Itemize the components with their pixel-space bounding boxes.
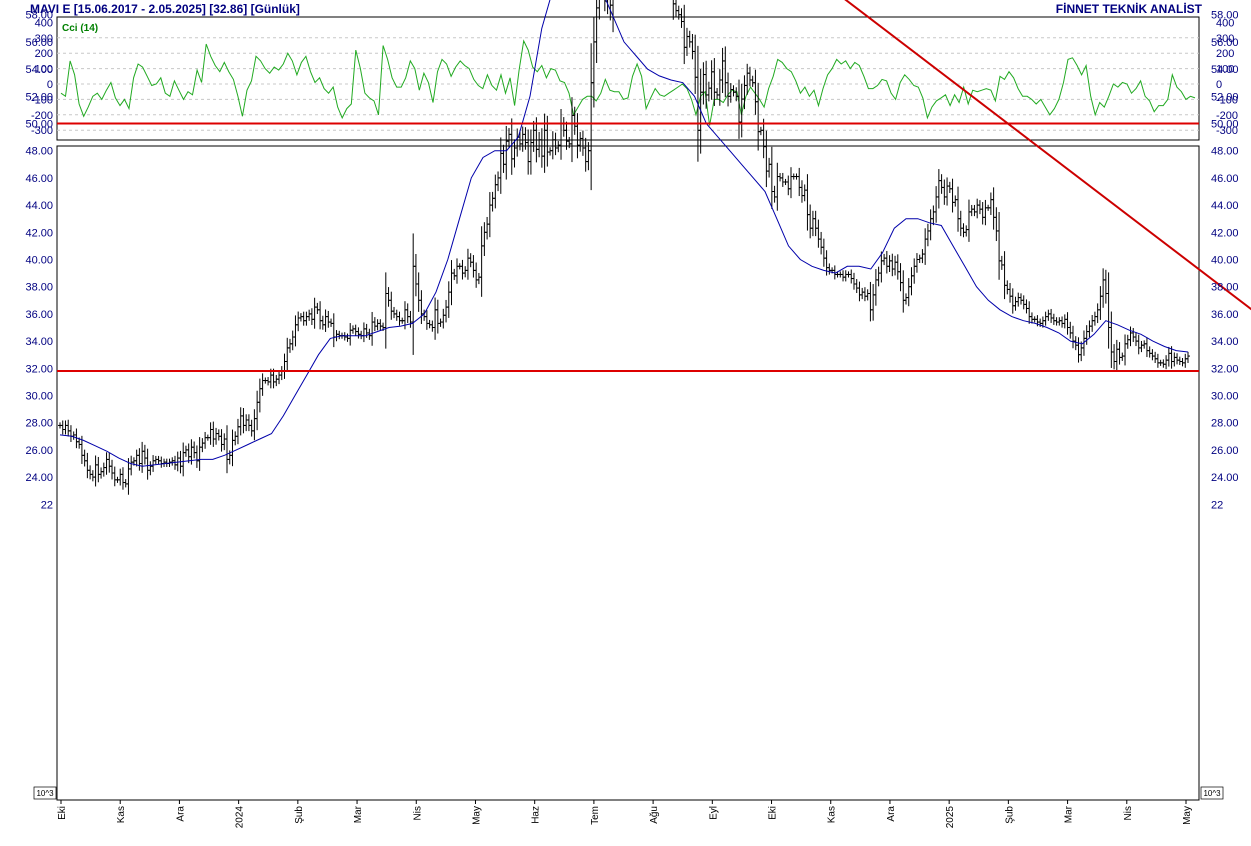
cci-panel-frame [56, 16, 1200, 141]
chart-title: MAVI E [15.06.2017 - 2.05.2025] [32.86] … [30, 2, 300, 16]
price-tick-label-left: 44.00 [25, 200, 53, 212]
x-tick-label: Nis [412, 806, 423, 820]
gridlines [57, 37, 1199, 131]
cci-tick-label-left: 0 [47, 79, 53, 91]
x-tick-label: Eki [57, 806, 68, 820]
descending-trendline [844, 0, 1251, 311]
price-tick-label-right: 48.00 [1211, 146, 1239, 158]
price-tick-label-right: 46.00 [1211, 173, 1239, 185]
x-tick-label: Eki [768, 806, 779, 820]
x-tick-label: Eyl [708, 806, 719, 820]
scale-tag-left-box [33, 786, 57, 800]
x-tick-label: Kas [827, 806, 838, 823]
brand-label: FİNNET TEKNİK ANALİST [1055, 2, 1202, 16]
price-tick-label-left: 40.00 [25, 255, 53, 267]
price-tick-label-right: 36.00 [1211, 309, 1239, 321]
cci-tick-label-right: -100 [1216, 94, 1238, 106]
x-tick-label: 2025 [945, 806, 956, 829]
cci-tick-label-left: -300 [31, 125, 53, 137]
x-tick-label: Şub [294, 806, 305, 824]
trendline [844, 0, 1251, 311]
price-tick-label-left: 28.00 [25, 418, 53, 430]
x-tick-label: Mar [1064, 805, 1075, 823]
price-tick-label-right: 42.00 [1211, 227, 1239, 239]
cci-tick-label-right: 0 [1216, 79, 1222, 91]
price-tick-label-right: 24.00 [1211, 472, 1239, 484]
cci-tick-label-right: 400 [1216, 17, 1234, 29]
x-tick-label: May [471, 806, 482, 825]
price-tick-label-left: 48.00 [25, 146, 53, 158]
x-tick-label: Kas [116, 806, 127, 823]
price-tick-label-left: 46.00 [25, 173, 53, 185]
cci-tick-label-right: 200 [1216, 48, 1234, 60]
price-tick-label-right: 28.00 [1211, 418, 1239, 430]
price-tick-label-right: 26.00 [1211, 445, 1239, 457]
x-tick-label: Ağu [649, 806, 660, 824]
price-tick-label-right: 34.00 [1211, 336, 1239, 348]
cci-tick-label-right: 300 [1216, 33, 1234, 45]
x-tick-label: Ara [886, 806, 897, 822]
x-tick-label: 2024 [235, 806, 246, 829]
price-tick-label-right: 40.00 [1211, 255, 1239, 267]
scale-tag-left: 10^3 [36, 789, 54, 798]
moving-average-line [59, 0, 1189, 467]
price-tick-label-left: 56.00 [25, 37, 53, 49]
price-tick-label-left: 52.00 [25, 91, 53, 103]
cci-label: Cci (14) [62, 23, 98, 34]
cci-tick-label-left: 400 [35, 17, 53, 29]
axes: 400 400 300 300 200 200 100 100 0 0 -100 -100 -200 -2… [25, 10, 1239, 829]
price-tick-label-right: 50.00 [1211, 119, 1239, 131]
cci-tick-label-right: -300 [1216, 125, 1238, 137]
price-tick-label-left: 38.00 [25, 282, 53, 294]
price-tick-label-left: 22 [41, 499, 53, 511]
price-tick-label-right: 30.00 [1211, 391, 1239, 403]
price-tick-label-right: 58.00 [1211, 10, 1239, 22]
x-tick-label: Şub [1004, 806, 1015, 824]
price-tick-label-left: 24.00 [25, 472, 53, 484]
price-tick-label-right: 32.00 [1211, 363, 1239, 375]
price-bars [58, 0, 1190, 495]
cci-line [60, 39, 1196, 126]
price-tick-label-right: 56.00 [1211, 37, 1239, 49]
panel-frames [56, 16, 1200, 801]
cci-tick-label-left: 100 [35, 64, 53, 76]
scale-tag-right-box [1200, 786, 1224, 800]
price-tick-label-right: 22 [1211, 499, 1223, 511]
moving-average [59, 0, 1189, 467]
price-tick-label-left: 50.00 [25, 119, 53, 131]
x-tick-label: Nis [1123, 806, 1134, 820]
cci-tick-label-left: -100 [31, 94, 53, 106]
x-tick-label: Haz [531, 806, 542, 824]
price-tick-label-left: 30.00 [25, 391, 53, 403]
price-panel-frame [56, 145, 1200, 801]
price-tick-label-left: 54.00 [25, 64, 53, 76]
x-tick-label: Mar [353, 805, 364, 823]
cci-tick-label-left: 300 [35, 33, 53, 45]
price-tick-label-right: 54.00 [1211, 64, 1239, 76]
price-tick-label-right: 44.00 [1211, 200, 1239, 212]
price-tick-label-left: 42.00 [25, 227, 53, 239]
scale-tag-right: 10^3 [1203, 789, 1221, 798]
price-tick-label-left: 36.00 [25, 309, 53, 321]
cci-tick-label-right: -200 [1216, 110, 1238, 122]
price-tick-label-left: 32.00 [25, 363, 53, 375]
price-tick-label-left: 34.00 [25, 336, 53, 348]
cci-tick-label-left: -200 [31, 110, 53, 122]
price-tick-label-right: 38.00 [1211, 282, 1239, 294]
price-tick-label-left: 26.00 [25, 445, 53, 457]
cci-tick-label-left: 200 [35, 48, 53, 60]
cci-indicator [60, 39, 1196, 126]
price-tick-label-right: 52.00 [1211, 91, 1239, 103]
price-tick-label-left: 58.00 [25, 10, 53, 22]
x-tick-label: May [1182, 806, 1193, 825]
x-tick-label: Tem [590, 806, 601, 825]
x-tick-label: Ara [175, 806, 186, 822]
cci-tick-label-right: 100 [1216, 64, 1234, 76]
